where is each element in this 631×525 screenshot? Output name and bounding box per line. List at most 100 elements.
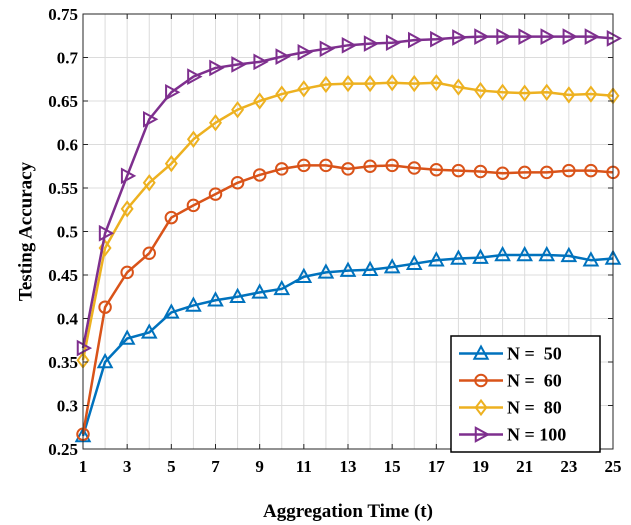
legend-marker: [472, 344, 490, 360]
data-point: [98, 224, 115, 242]
x-tick-label: 25: [605, 457, 622, 476]
data-point: [451, 163, 466, 178]
data-point: [385, 34, 402, 52]
data-point: [584, 85, 598, 103]
y-tick-label: 0.65: [48, 92, 78, 111]
y-tick-label: 0.5: [57, 223, 78, 242]
legend: N = 50 N = 60 N = 80 N = 100: [450, 335, 601, 453]
x-tick-label: 21: [516, 457, 533, 476]
data-point: [164, 154, 178, 173]
series-line: [81, 81, 614, 361]
data-point: [540, 28, 556, 45]
legend-label: N = 100: [507, 425, 566, 445]
data-point: [450, 249, 467, 265]
data-point: [363, 35, 380, 52]
data-point: [186, 130, 200, 148]
data-point: [231, 101, 245, 119]
data-point: [143, 110, 159, 128]
data-point: [207, 291, 224, 307]
data-point: [562, 28, 578, 45]
data-point: [405, 254, 423, 270]
data-point: [560, 246, 578, 263]
data-point: [252, 168, 267, 182]
x-tick-label: 17: [428, 457, 446, 476]
series-3: [76, 74, 620, 369]
legend-marker: [474, 398, 488, 417]
data-point: [164, 210, 179, 225]
data-point: [540, 83, 554, 101]
data-point: [361, 260, 379, 277]
data-point: [538, 245, 556, 262]
data-point: [295, 267, 313, 283]
data-point: [120, 265, 134, 280]
data-point: [518, 84, 532, 102]
data-point: [385, 74, 399, 92]
data-point: [341, 36, 358, 54]
data-point: [297, 43, 313, 61]
data-point: [496, 28, 512, 45]
x-tick-label: 5: [167, 457, 176, 476]
y-tick-label: 0.3: [57, 397, 78, 416]
data-point: [140, 323, 158, 339]
data-point: [540, 165, 554, 180]
series-line: [81, 253, 614, 437]
data-point: [474, 28, 490, 45]
y-tick-label: 0.7: [57, 49, 79, 68]
data-point: [562, 163, 576, 178]
tick-labels: 1 3 5 7 9 11 13 15 17 19 21 23 250.250.30.350.40.450…: [48, 5, 621, 476]
data-point: [230, 176, 245, 190]
x-tick-label: 11: [296, 457, 312, 476]
data-point: [297, 158, 311, 173]
data-point: [96, 352, 114, 369]
data-point: [363, 74, 377, 93]
data-point: [231, 56, 247, 73]
series-layer: [74, 28, 623, 443]
data-point: [319, 40, 336, 58]
data-point: [341, 74, 355, 93]
data-point: [273, 279, 291, 296]
data-point: [142, 246, 156, 260]
data-point: [275, 162, 289, 176]
data-point: [185, 296, 202, 312]
data-point: [430, 30, 446, 48]
data-point: [165, 83, 181, 101]
data-point: [319, 75, 333, 94]
legend-marker: [474, 373, 488, 388]
legend-item: N = 50: [459, 344, 562, 364]
x-tick-label: 9: [255, 457, 264, 476]
x-tick-label: 15: [384, 457, 401, 476]
y-tick-label: 0.6: [57, 136, 78, 155]
legend-item: N = 60: [459, 371, 562, 391]
data-point: [76, 339, 93, 357]
x-tick-label: 23: [560, 457, 577, 476]
y-axis-title: Testing Accuracy: [16, 161, 37, 301]
data-point: [209, 59, 225, 77]
data-point: [229, 287, 246, 303]
data-point: [472, 248, 489, 264]
legend-label: N = 50: [507, 344, 562, 364]
x-tick-label: 3: [123, 457, 132, 476]
data-point: [429, 74, 443, 92]
data-point: [120, 200, 134, 218]
legend-label: N = 60: [507, 371, 562, 391]
data-point: [408, 31, 424, 49]
data-point: [209, 114, 222, 132]
data-point: [496, 83, 510, 101]
data-point: [407, 74, 421, 93]
data-point: [407, 161, 421, 175]
data-point: [275, 48, 291, 65]
data-point: [429, 162, 444, 177]
data-point: [383, 258, 401, 274]
data-point: [518, 28, 534, 45]
x-tick-label: 13: [340, 457, 357, 476]
data-point: [451, 78, 465, 96]
data-point: [98, 300, 112, 314]
data-point: [452, 29, 468, 46]
y-tick-label: 0.25: [48, 440, 78, 459]
data-point: [584, 28, 601, 45]
data-point: [339, 261, 357, 277]
y-tick-label: 0.45: [48, 266, 78, 285]
y-tick-label: 0.35: [48, 353, 78, 372]
data-point: [187, 68, 203, 85]
data-point: [562, 86, 576, 104]
